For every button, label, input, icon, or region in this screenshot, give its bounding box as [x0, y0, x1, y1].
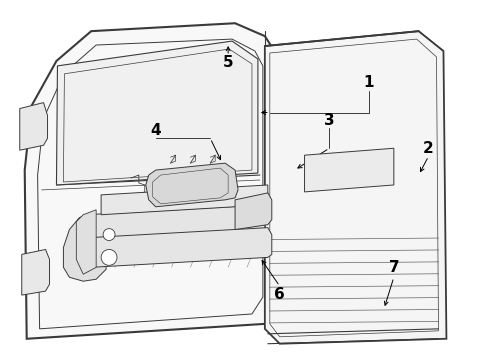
Polygon shape	[265, 31, 446, 344]
Circle shape	[103, 229, 115, 240]
Text: 7: 7	[389, 260, 399, 275]
Polygon shape	[305, 148, 394, 192]
Text: 5: 5	[223, 55, 233, 71]
Text: 3: 3	[324, 113, 335, 128]
Text: 2: 2	[423, 141, 434, 156]
Polygon shape	[86, 205, 265, 239]
Circle shape	[101, 249, 117, 265]
Polygon shape	[146, 163, 238, 207]
Text: 4: 4	[150, 123, 161, 138]
Polygon shape	[20, 103, 48, 150]
Polygon shape	[24, 23, 278, 339]
Text: 1: 1	[364, 75, 374, 90]
Polygon shape	[101, 185, 268, 215]
Text: 6: 6	[274, 287, 285, 302]
Polygon shape	[86, 228, 272, 267]
Polygon shape	[56, 41, 258, 185]
Polygon shape	[76, 210, 96, 274]
Polygon shape	[235, 193, 272, 230]
Polygon shape	[63, 215, 106, 281]
Polygon shape	[22, 249, 49, 295]
